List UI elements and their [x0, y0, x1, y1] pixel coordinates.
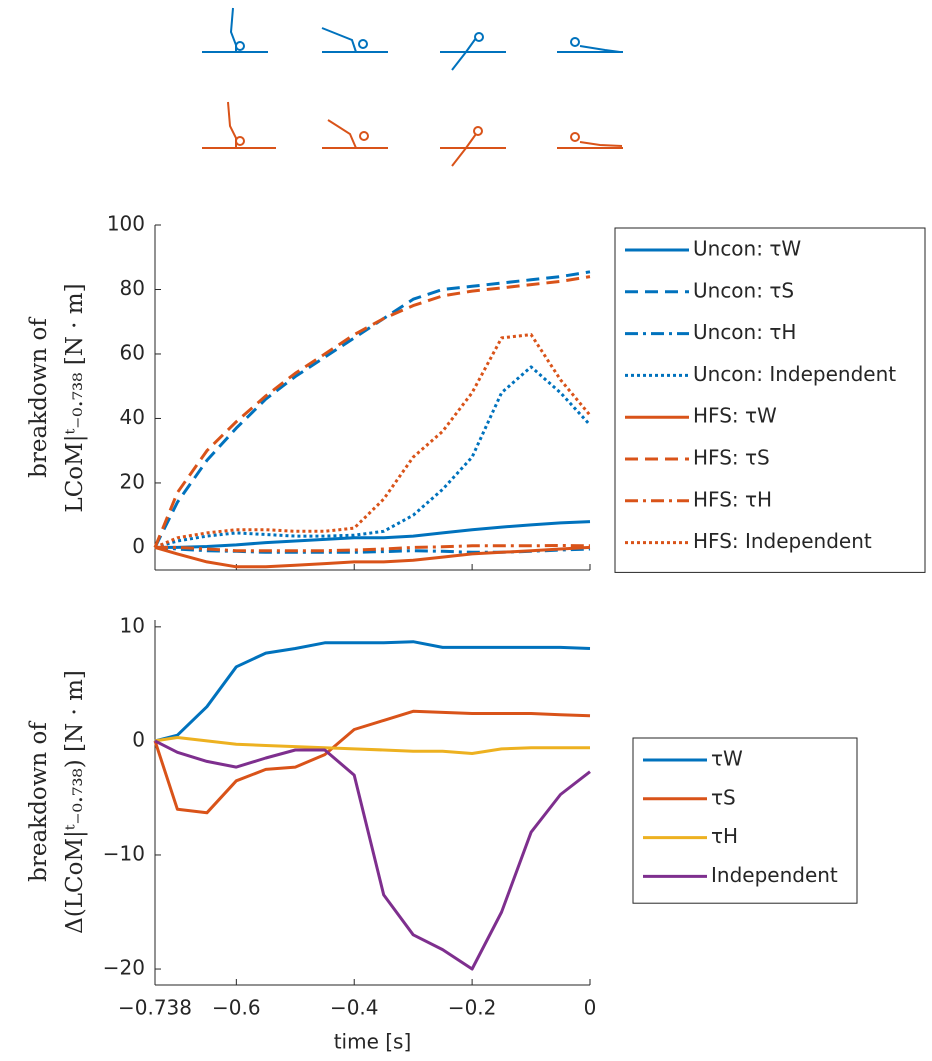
x-axis-label: time [s]: [334, 1030, 412, 1054]
legend-label: Uncon: Independent: [693, 362, 896, 386]
pose-icons-hfs: [202, 101, 623, 167]
legend-label: HFS: τH: [693, 487, 772, 511]
legend-label: τW: [711, 747, 743, 771]
legend-box: [614, 227, 926, 573]
series-line: [154, 365, 592, 549]
y-tick-label: 100: [107, 212, 145, 236]
y-axis-label: LCoM|ᵗ₋₀.₇₃₈ [N · m]: [62, 283, 88, 512]
legend-label: HFS: τW: [693, 404, 777, 428]
y-axis-label: breakdown of: [26, 317, 52, 478]
series-line: [155, 520, 591, 549]
x-tick-label: −0.738: [118, 996, 192, 1020]
x-tick-label: −0.4: [330, 996, 379, 1020]
x-tick-label: −0.6: [212, 996, 261, 1020]
series-line: [154, 640, 591, 743]
series-line: [154, 333, 592, 549]
series-line: [153, 709, 591, 815]
x-tick-label: −0.2: [448, 996, 497, 1020]
y-tick-label: 0: [132, 727, 145, 751]
legend-label: τS: [711, 785, 736, 809]
legend-label: Uncon: τH: [693, 320, 796, 344]
y-tick-label: 40: [120, 405, 145, 429]
legend-label: HFS: τS: [693, 446, 770, 470]
y-axis-label: breakdown of: [26, 721, 52, 882]
y-tick-label: 60: [120, 340, 145, 364]
series-line: [154, 739, 591, 971]
legend-label: HFS: Independent: [693, 529, 872, 553]
y-tick-label: 10: [120, 613, 145, 637]
y-tick-label: 0: [132, 534, 145, 558]
legend-label: Independent: [711, 863, 838, 887]
y-tick-label: −10: [103, 841, 145, 865]
x-tick-label: 0: [584, 996, 597, 1020]
series-line: [154, 736, 590, 755]
series-line: [155, 544, 591, 553]
series-line: [153, 275, 591, 548]
legend-label: Uncon: τS: [693, 278, 794, 302]
series-line: [153, 270, 591, 549]
y-tick-label: 80: [120, 276, 145, 300]
legend-label: Uncon: τW: [693, 237, 801, 261]
y-tick-label: 20: [120, 469, 145, 493]
pose-icons-uncon: [202, 7, 623, 71]
series-line: [154, 545, 591, 554]
series-line: [154, 545, 591, 569]
y-tick-label: −20: [103, 956, 145, 980]
legend-label: τH: [711, 824, 738, 848]
y-axis-label: Δ(LCoM|ᵗ₋₀.₇₃₈) [N · m]: [62, 670, 88, 934]
